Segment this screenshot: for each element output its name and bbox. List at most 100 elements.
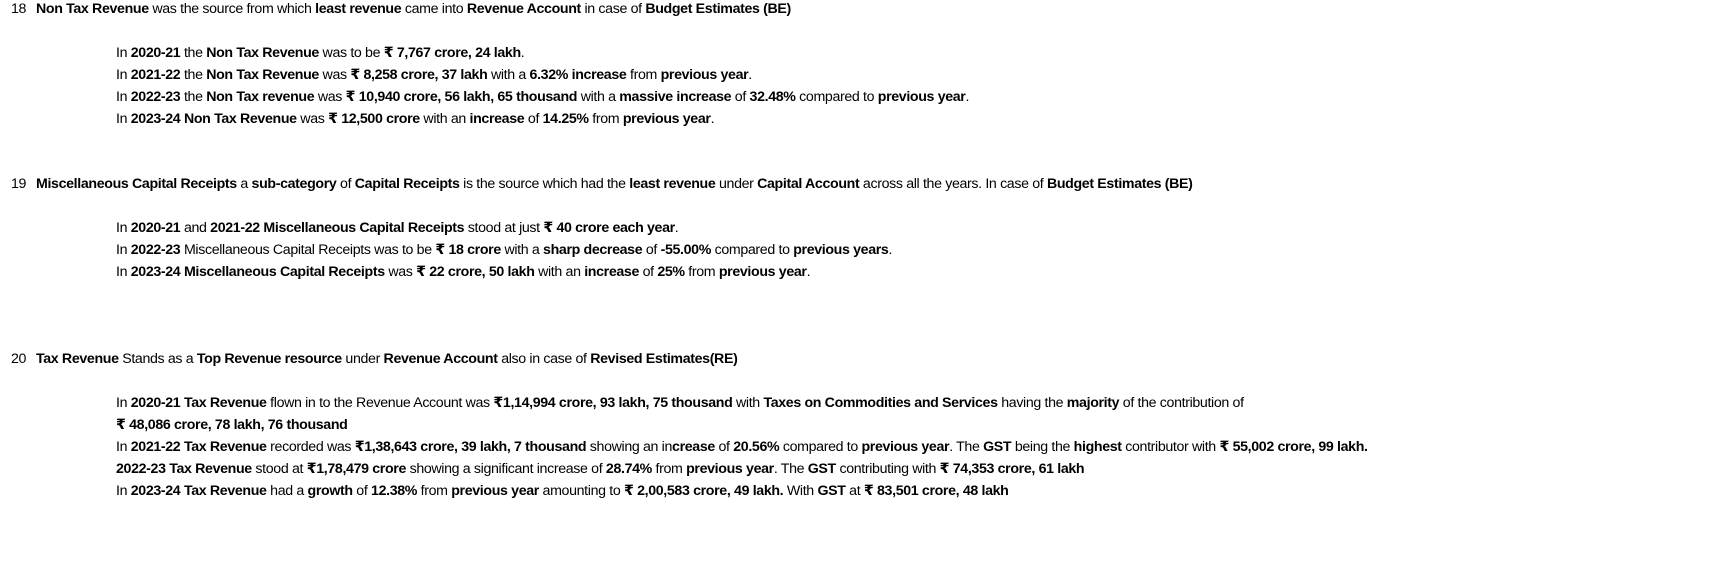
bold-text-run: Non Tax revenue <box>206 89 315 105</box>
bold-text-run: ₹ 10,940 crore, 56 lakh, 65 thousand <box>345 89 578 105</box>
text-run: amounting to <box>538 483 624 499</box>
text-run: compared to <box>711 242 794 258</box>
bold-text-run: Miscellaneous Capital Receipts <box>36 176 237 192</box>
bold-text-run: 28.74% <box>605 461 652 477</box>
text-run: In <box>116 89 131 105</box>
text-run: being the <box>1011 439 1074 455</box>
text-run: . <box>520 45 525 61</box>
bold-text-run: Non Tax Revenue <box>36 1 149 17</box>
text-run: the <box>180 45 207 61</box>
bold-text-run: ₹ 55,002 crore, 99 lakh. <box>1219 439 1368 455</box>
text-run: was <box>318 67 351 83</box>
bold-text-run: 25% <box>657 264 685 280</box>
bold-text-run: previous year <box>686 461 774 477</box>
bold-text-run: 2023-24 Tax Revenue <box>130 483 267 499</box>
section-line: 2022-23 Tax Revenue stood at ₹1,78,479 c… <box>116 460 1085 478</box>
bold-text-run: growth <box>307 483 354 499</box>
bold-text-run: 32.48% <box>749 89 796 105</box>
bold-text-run: 20.56% <box>733 439 780 455</box>
text-run: of <box>524 111 543 127</box>
section-number: 19 <box>11 176 27 192</box>
text-run: at <box>845 483 864 499</box>
text-run: In <box>116 395 131 411</box>
bold-text-run: 2021-22 <box>130 67 181 83</box>
text-run: was the source from which <box>148 1 316 17</box>
section-line: In 2022-23 Miscellaneous Capital Receipt… <box>116 241 892 259</box>
text-run: under <box>715 176 758 192</box>
text-run: and <box>180 220 211 236</box>
text-run: with an <box>534 264 585 280</box>
bold-text-run: Revenue Account <box>383 351 498 367</box>
text-run: compared to <box>795 89 878 105</box>
text-run: of the contribution of <box>1119 395 1244 411</box>
section-number: 20 <box>11 351 27 367</box>
bold-text-run: Revenue Account <box>466 1 581 17</box>
section-line: In 2021-22 Tax Revenue recorded was ₹1,3… <box>116 438 1368 456</box>
text-run: . <box>674 220 679 236</box>
bold-text-run: Top Revenue resource <box>196 351 342 367</box>
bold-text-run: ₹ 74,353 crore, 61 lakh <box>939 461 1085 477</box>
bold-text-run: ₹ 40 crore each year <box>543 220 675 236</box>
text-run: . <box>965 89 970 105</box>
bold-text-run: sub-category <box>251 176 337 192</box>
section-line: ₹ 48,086 crore, 78 lakh, 76 thousand <box>116 416 348 434</box>
bold-text-run: Non Tax Revenue <box>206 67 319 83</box>
text-run: of <box>336 176 355 192</box>
text-run: the <box>180 67 207 83</box>
text-run: In <box>116 264 131 280</box>
bold-text-run: previous year <box>660 67 749 83</box>
bold-text-run: least revenue <box>315 1 402 17</box>
text-run: from <box>417 483 452 499</box>
bold-text-run: previous years <box>793 242 889 258</box>
bold-text-run: previous year <box>861 439 950 455</box>
section-line: In 2023-24 Tax Revenue had a growth of 1… <box>116 482 1009 500</box>
bold-text-run: 2023-24 Non Tax Revenue <box>130 111 297 127</box>
text-run: Stands as a <box>118 351 197 367</box>
section-number: 18 <box>11 1 27 17</box>
bold-text-run: 2023-24 Miscellaneous Capital Receipts <box>130 264 385 280</box>
section-line: In 2023-24 Miscellaneous Capital Receipt… <box>116 263 810 281</box>
bold-text-run: ₹ 7,767 crore, 24 lakh <box>383 45 521 61</box>
bold-text-run: previous year <box>718 264 807 280</box>
text-run: with a <box>487 67 530 83</box>
bold-text-run: ₹ 48,086 crore, 78 lakh, 76 thousand <box>116 417 348 433</box>
section-line: In 2020-21 Tax Revenue flown in to the R… <box>116 394 1244 412</box>
section-heading: Tax Revenue Stands as a Top Revenue reso… <box>36 350 738 368</box>
bold-text-run: ₹ 12,500 crore <box>328 111 420 127</box>
bold-text-run: GST <box>983 439 1012 455</box>
bold-text-run: ₹ 22 crore, 50 lakh <box>416 264 535 280</box>
text-run: also in case of <box>497 351 591 367</box>
bold-text-run: 2020-21 Tax Revenue <box>130 395 267 411</box>
section-line: In 2023-24 Non Tax Revenue was ₹ 12,500 … <box>116 110 714 128</box>
text-run: In <box>116 111 131 127</box>
text-run: from <box>626 67 661 83</box>
bold-text-run: ₹ 2,00,583 crore, 49 lakh. <box>623 483 787 499</box>
text-run: In <box>116 45 131 61</box>
bold-text-run: ₹1,38,643 crore, 39 lakh, 7 thousand <box>354 439 587 455</box>
bold-text-run: 2021-22 Miscellaneous Capital Receipts <box>210 220 465 236</box>
bold-text-run: Budget Estimates (BE) <box>645 1 791 17</box>
text-run: was <box>314 89 346 105</box>
text-run: was <box>384 264 417 280</box>
text-run: is the source which had the <box>459 176 630 192</box>
text-run: . <box>806 264 811 280</box>
text-run: In <box>116 242 131 258</box>
bold-text-run: sharp decrease <box>543 242 643 258</box>
text-run: came into <box>401 1 467 17</box>
bold-text-run: 2022-23 Tax Revenue <box>116 461 252 477</box>
text-run: recorded was <box>266 439 355 455</box>
bold-text-run: previous year <box>451 483 539 499</box>
text-run: of <box>642 242 661 258</box>
text-run: compared to <box>779 439 862 455</box>
section-line: In 2020-21 and 2021-22 Miscellaneous Cap… <box>116 219 679 237</box>
text-run: under <box>341 351 384 367</box>
bold-text-run: previous year <box>877 89 966 105</box>
bold-text-run: increase <box>584 264 639 280</box>
bold-text-run: GST <box>807 461 836 477</box>
text-run: stood at just <box>464 220 544 236</box>
text-run: was to be <box>318 45 384 61</box>
text-run: of <box>714 439 734 455</box>
bold-text-run: ₹ 18 crore <box>435 242 501 258</box>
section-heading: Non Tax Revenue was the source from whic… <box>36 0 791 18</box>
bold-text-run: Revised Estimates(RE) <box>590 351 738 367</box>
